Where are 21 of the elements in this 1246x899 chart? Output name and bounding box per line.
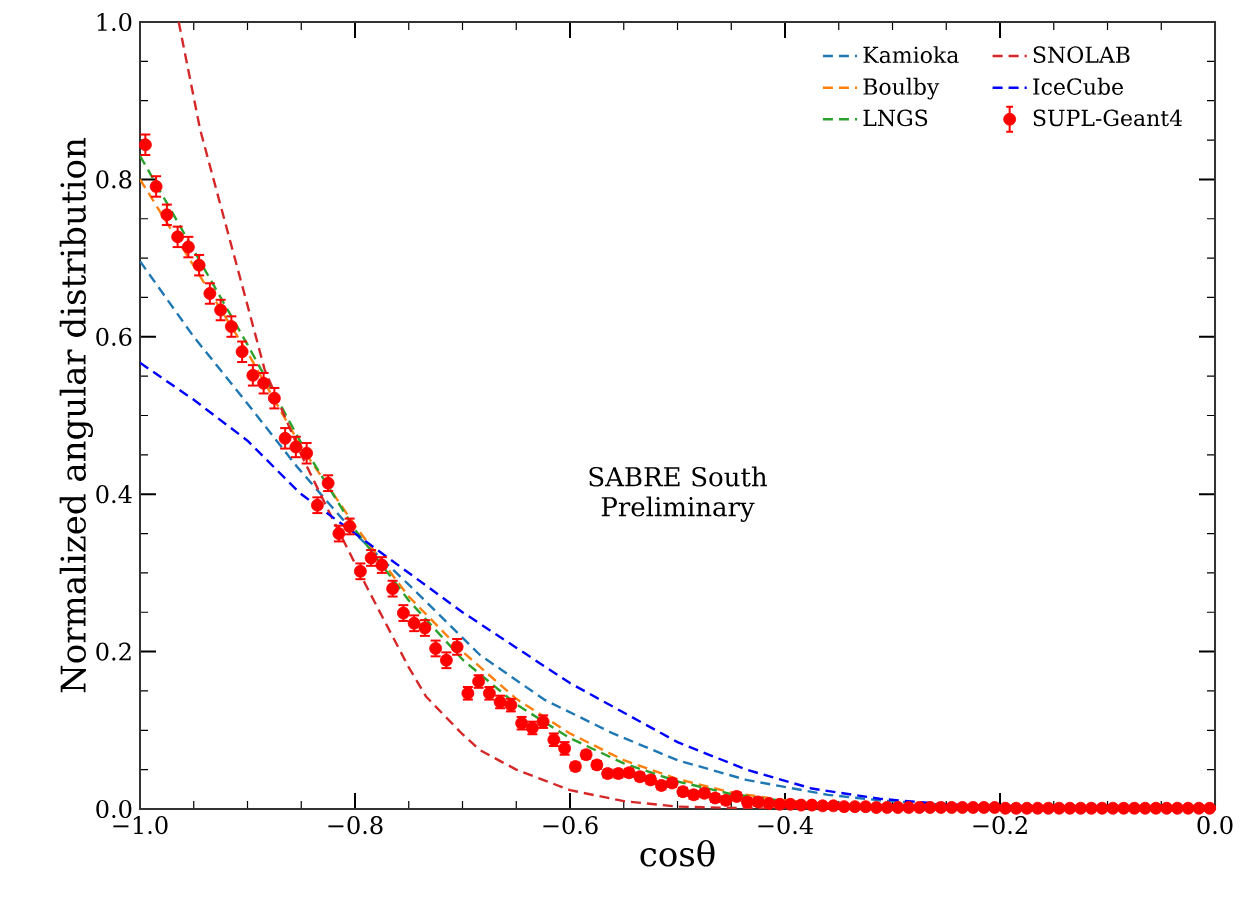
x-tick-label: −0.8 xyxy=(328,816,383,835)
y-tick-label: 0.0 xyxy=(96,799,132,819)
legend-label: IceCube xyxy=(1033,77,1123,95)
annotation: SABRE South Preliminary xyxy=(589,466,767,522)
x-tick-label: 0.0 xyxy=(1197,816,1233,835)
legend-label: SUPL-Geant4 xyxy=(1033,109,1183,127)
x-axis-title: cosθ xyxy=(640,839,715,867)
y-tick-label: 0.8 xyxy=(96,170,132,189)
y-tick-label: 1.0 xyxy=(97,12,132,32)
legend-label: SNOLAB xyxy=(1033,46,1130,63)
legend-label: Boulby xyxy=(863,77,940,100)
y-tick-label: 0.6 xyxy=(96,327,132,346)
y-tick-label: 0.2 xyxy=(96,642,131,661)
x-tick-label: −1.0 xyxy=(113,816,168,835)
y-axis-title: Normalized angular distribution xyxy=(59,138,94,693)
y-tick-label: 0.4 xyxy=(96,485,132,504)
x-tick-label: −0.6 xyxy=(543,816,598,835)
legend-label: LNGS xyxy=(863,109,928,127)
x-tick-label: −0.4 xyxy=(758,816,813,835)
x-tick-label: −0.2 xyxy=(973,816,1027,835)
legend-label: Kamioka xyxy=(863,46,959,64)
